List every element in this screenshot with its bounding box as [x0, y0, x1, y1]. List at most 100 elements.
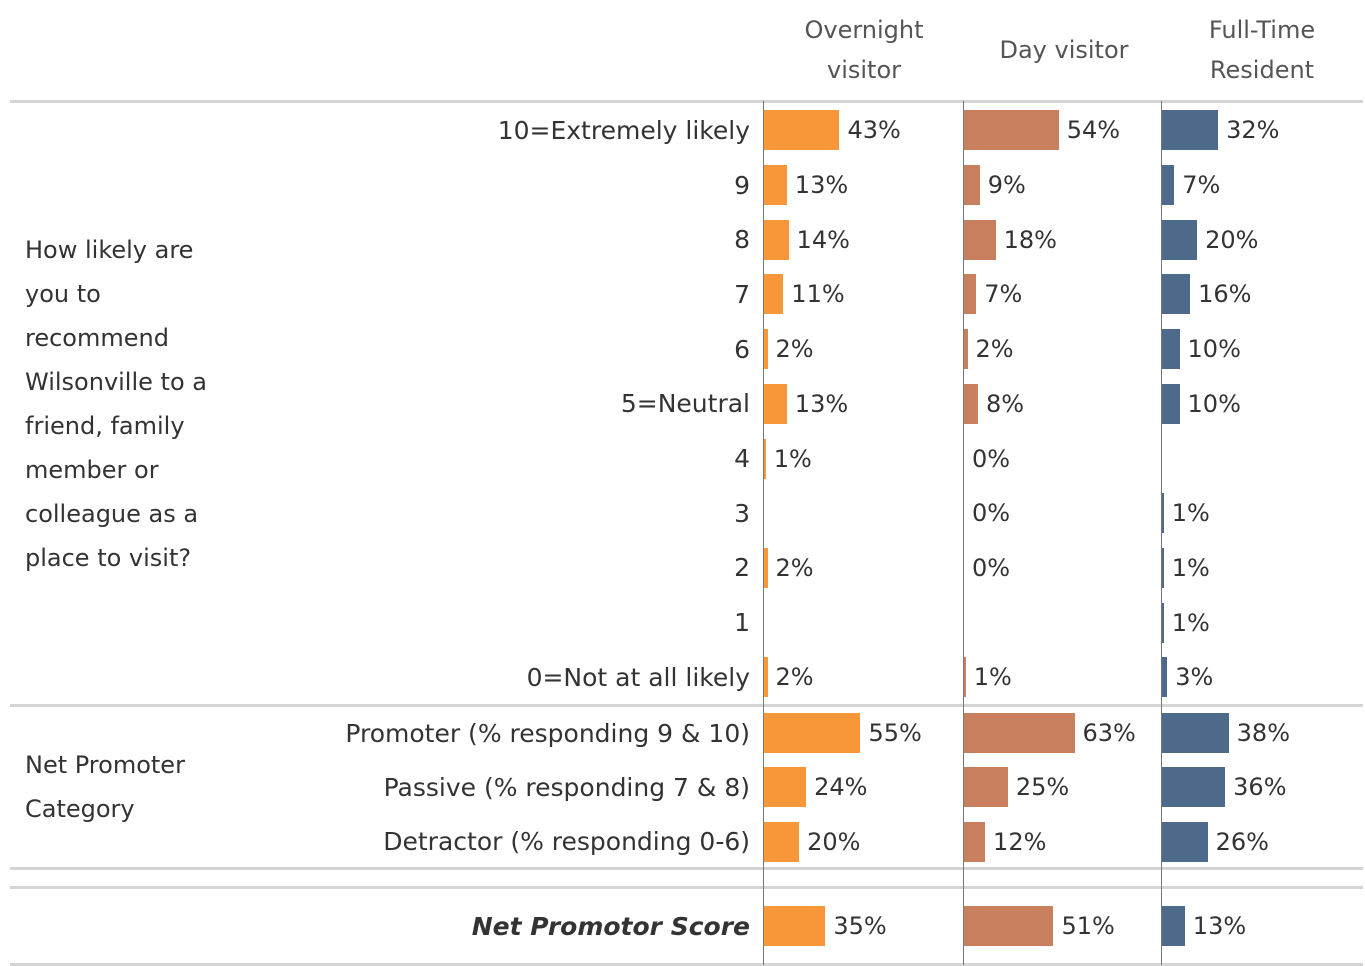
- value-label: 18%: [1003, 225, 1057, 254]
- bar: [764, 219, 789, 260]
- value-label: 35%: [833, 912, 887, 940]
- row-label: 8: [734, 225, 750, 255]
- column-header: Full-Time Resident: [1208, 16, 1316, 84]
- row-label: 10=Extremely likely: [497, 115, 750, 145]
- value-label: 1%: [1171, 553, 1210, 582]
- value-label: 2%: [975, 335, 1014, 364]
- row-label: Detractor (% responding 0-6): [383, 827, 750, 857]
- bar: [764, 821, 800, 862]
- bar: [964, 165, 980, 206]
- value-label: 51%: [1061, 912, 1115, 940]
- bar: [964, 906, 1054, 946]
- value-label: 25%: [1015, 773, 1070, 802]
- value-label: 13%: [794, 171, 849, 200]
- column-divider: [1161, 101, 1162, 965]
- bar: [764, 767, 807, 808]
- row-label: 3: [734, 498, 750, 528]
- bar: [964, 274, 977, 315]
- bar: [1162, 274, 1191, 315]
- value-label: 3%: [1175, 663, 1214, 692]
- value-label: 43%: [847, 116, 901, 145]
- value-label: 20%: [807, 827, 861, 856]
- column-header: Overnight visitor: [804, 16, 924, 84]
- value-label: 0%: [972, 553, 1011, 582]
- bar: [964, 329, 968, 370]
- value-label: 1%: [1171, 608, 1210, 637]
- value-label: 55%: [868, 719, 922, 748]
- bar: [964, 821, 986, 862]
- value-label: 12%: [993, 827, 1047, 856]
- bar: [964, 219, 996, 260]
- separator: [10, 704, 1363, 707]
- value-label: 1%: [973, 663, 1012, 692]
- bar: [764, 657, 768, 698]
- column-header: Day visitor: [999, 36, 1129, 64]
- bar: [1162, 110, 1219, 151]
- bar: [964, 713, 1075, 754]
- row-label: 9: [734, 170, 750, 200]
- bar: [964, 767, 1008, 808]
- bar: [1162, 767, 1226, 808]
- value-label: 13%: [794, 389, 849, 418]
- bar: [764, 547, 768, 588]
- bar: [1162, 602, 1164, 643]
- row-label: 4: [734, 444, 750, 474]
- bar: [964, 110, 1059, 151]
- bar: [764, 329, 768, 370]
- value-label: 7%: [1182, 171, 1221, 200]
- separator: [10, 886, 1363, 889]
- column-divider: [963, 101, 964, 965]
- value-label: 14%: [796, 225, 850, 254]
- row-label: 5=Neutral: [620, 389, 750, 419]
- bar: [764, 383, 787, 424]
- row-label: Net Promotor Score: [471, 911, 750, 941]
- value-label: 32%: [1226, 116, 1280, 145]
- value-label: 54%: [1066, 116, 1121, 145]
- separator: [10, 963, 1363, 966]
- row-label: Promoter (% responding 9 & 10): [345, 718, 750, 748]
- bar: [764, 906, 826, 946]
- bar: [764, 165, 787, 206]
- group-label: Net Promoter Category: [25, 751, 185, 824]
- bar: [1162, 713, 1229, 754]
- bar: [1162, 547, 1164, 588]
- value-label: 2%: [775, 553, 814, 582]
- value-label: 38%: [1236, 719, 1290, 748]
- value-label: 10%: [1187, 335, 1241, 364]
- value-label: 26%: [1215, 827, 1269, 856]
- value-label: 2%: [775, 335, 814, 364]
- value-label: 36%: [1233, 773, 1287, 802]
- value-label: 7%: [984, 280, 1023, 309]
- bar: [764, 438, 766, 479]
- value-label: 8%: [986, 389, 1025, 418]
- bar: [964, 383, 979, 424]
- bar: [964, 657, 966, 698]
- value-label: 2%: [775, 663, 814, 692]
- value-label: 1%: [773, 444, 812, 473]
- bar: [1162, 165, 1175, 206]
- group-label: How likely are you to recommend Wilsonvi…: [25, 235, 207, 572]
- bar: [1162, 329, 1180, 370]
- value-label: 16%: [1198, 280, 1252, 309]
- value-label: 20%: [1205, 225, 1259, 254]
- value-label: 1%: [1171, 499, 1210, 528]
- bar: [1162, 219, 1198, 260]
- separator: [10, 100, 1363, 103]
- value-label: 24%: [814, 773, 868, 802]
- bar: [764, 110, 840, 151]
- value-label: 10%: [1187, 389, 1241, 418]
- value-label: 63%: [1082, 719, 1136, 748]
- column-divider: [763, 101, 764, 965]
- row-label: Passive (% responding 7 & 8): [383, 772, 750, 802]
- bar: [1162, 383, 1180, 424]
- row-label: 6: [734, 334, 750, 364]
- separator: [10, 867, 1363, 870]
- row-label: 1: [734, 608, 750, 638]
- value-label: 13%: [1192, 912, 1247, 940]
- value-label: 0%: [972, 499, 1011, 528]
- bar: [764, 713, 861, 754]
- bar: [1162, 821, 1208, 862]
- row-label: 0=Not at all likely: [526, 662, 750, 692]
- row-label: 7: [734, 279, 750, 309]
